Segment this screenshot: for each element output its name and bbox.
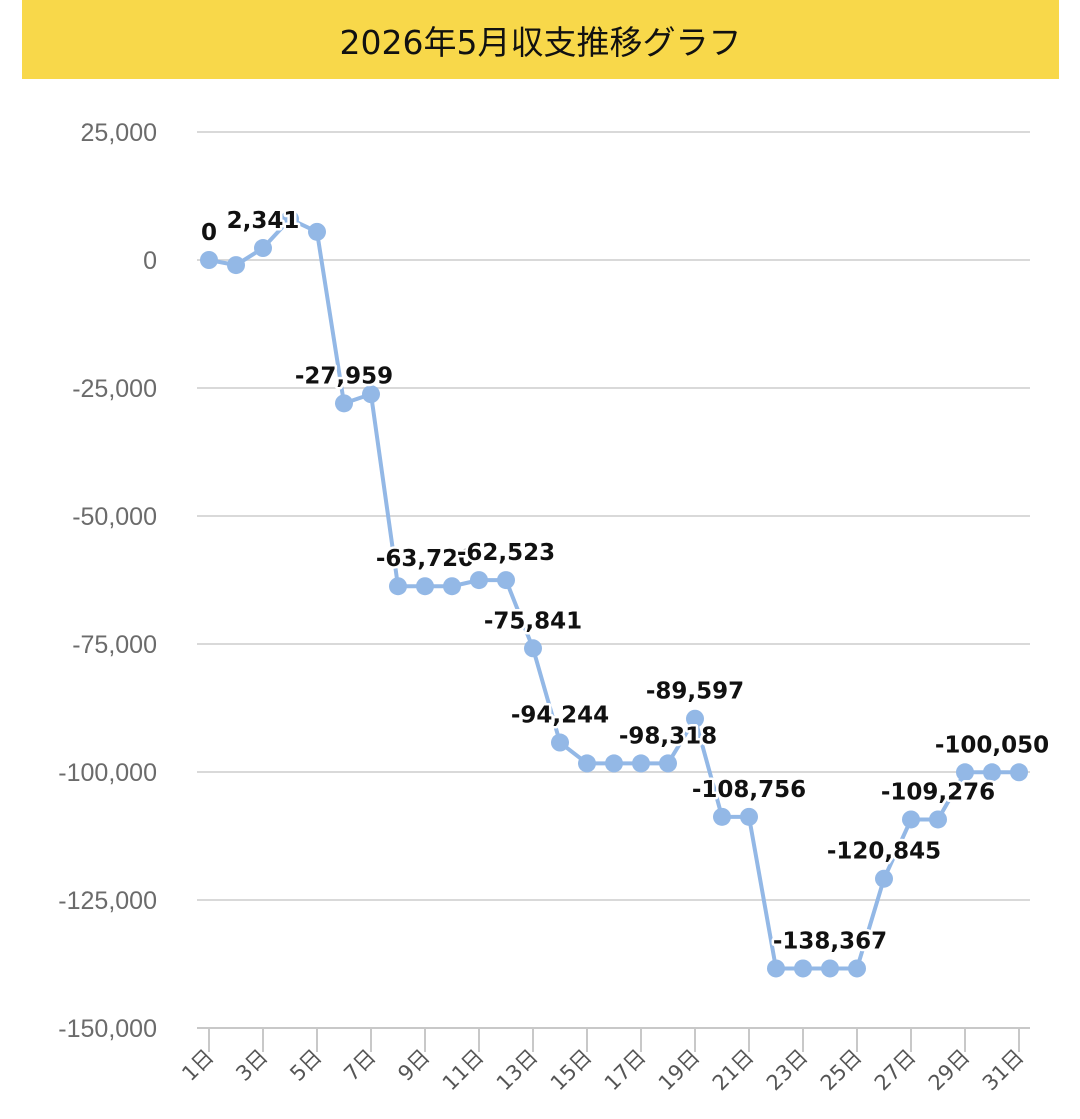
data-point	[902, 810, 920, 829]
x-tick-label: 31日	[978, 1045, 1029, 1096]
data-point	[713, 807, 731, 826]
data-point	[632, 754, 650, 773]
y-tick-label: -100,000	[58, 759, 157, 787]
y-tick-label: 0	[143, 247, 157, 275]
data-point	[1010, 763, 1028, 782]
data-point	[524, 639, 542, 658]
data-point	[686, 709, 704, 728]
x-tick-label: 5日	[285, 1045, 326, 1086]
data-point	[983, 763, 1001, 782]
data-point	[929, 810, 947, 829]
data-point	[740, 807, 758, 826]
x-tick-label: 19日	[654, 1045, 705, 1096]
y-axis-ticks: 25,000 0 -25,000 -50,000 -75,000 -100,000 -125…	[58, 119, 157, 1043]
y-tick-label: 25,000	[81, 119, 157, 147]
chart-header-background	[22, 0, 1059, 79]
data-point	[281, 210, 299, 229]
data-point	[848, 959, 866, 978]
data-point	[956, 763, 974, 782]
chart-header: 2026年5月収支推移グラフ	[22, 0, 1059, 79]
data-point	[254, 239, 272, 258]
data-label: -27,959	[295, 363, 393, 389]
x-tick-label: 23日	[762, 1045, 813, 1096]
data-point	[362, 385, 380, 404]
data-point	[578, 754, 596, 773]
x-tick-label: 1日	[177, 1045, 218, 1086]
y-tick-label: -75,000	[72, 631, 157, 659]
data-labels: 0 2,341 -27,959 -63,720-62,523 -75,841 -94,24…	[198, 206, 1051, 957]
data-point	[389, 577, 407, 596]
x-tick-label: 21日	[708, 1045, 759, 1096]
data-points	[200, 210, 1028, 978]
data-label: -109,276	[881, 779, 995, 805]
data-point	[470, 571, 488, 590]
data-point	[497, 571, 515, 590]
x-tick-label: 17日	[600, 1045, 651, 1096]
data-label: -120,845	[827, 839, 941, 865]
data-point	[308, 222, 326, 241]
data-point	[416, 577, 434, 596]
data-point	[551, 733, 569, 752]
data-point	[821, 959, 839, 978]
data-point	[200, 251, 218, 269]
x-axis-ticks: 1日 3日 5日 7日 9日 11日 13日 15日 17日 19日 21日 23日 25日 27日 29日…	[177, 1028, 1029, 1096]
data-label: -98,318	[619, 723, 717, 749]
data-point	[335, 394, 353, 413]
x-tick-label: 25日	[816, 1045, 867, 1096]
data-label: -108,756	[692, 777, 806, 803]
data-point	[767, 959, 785, 978]
data-point	[875, 869, 893, 888]
data-point	[794, 959, 812, 978]
data-label: 0	[201, 220, 217, 246]
x-tick-label: 27日	[870, 1045, 921, 1096]
data-label: 2,341	[227, 208, 300, 234]
x-tick-label: 9日	[393, 1045, 434, 1086]
data-point	[605, 754, 623, 773]
data-label: -89,597	[646, 679, 744, 705]
x-tick-label: 7日	[339, 1045, 380, 1086]
x-tick-label: 29日	[924, 1045, 975, 1096]
y-tick-label: -125,000	[58, 887, 157, 915]
x-tick-label: 11日	[438, 1045, 489, 1096]
y-tick-label: -150,000	[58, 1015, 157, 1043]
data-label: -100,050	[935, 732, 1049, 758]
x-tick-label: 3日	[231, 1045, 272, 1086]
grid-lines	[197, 131, 1030, 901]
y-tick-label: -50,000	[72, 503, 157, 531]
data-point	[227, 256, 245, 275]
y-tick-label: -25,000	[72, 375, 157, 403]
data-label: -75,841	[484, 608, 582, 634]
data-label: -62,523	[457, 540, 555, 566]
x-tick-label: 13日	[492, 1045, 543, 1096]
data-point	[443, 577, 461, 596]
x-tick-label: 15日	[546, 1045, 597, 1096]
chart-title: 2026年5月収支推移グラフ	[339, 22, 742, 62]
data-label: -63,720	[376, 546, 474, 572]
data-label: -94,244	[511, 703, 609, 729]
data-label: -138,367	[773, 928, 887, 954]
data-point	[659, 754, 677, 773]
